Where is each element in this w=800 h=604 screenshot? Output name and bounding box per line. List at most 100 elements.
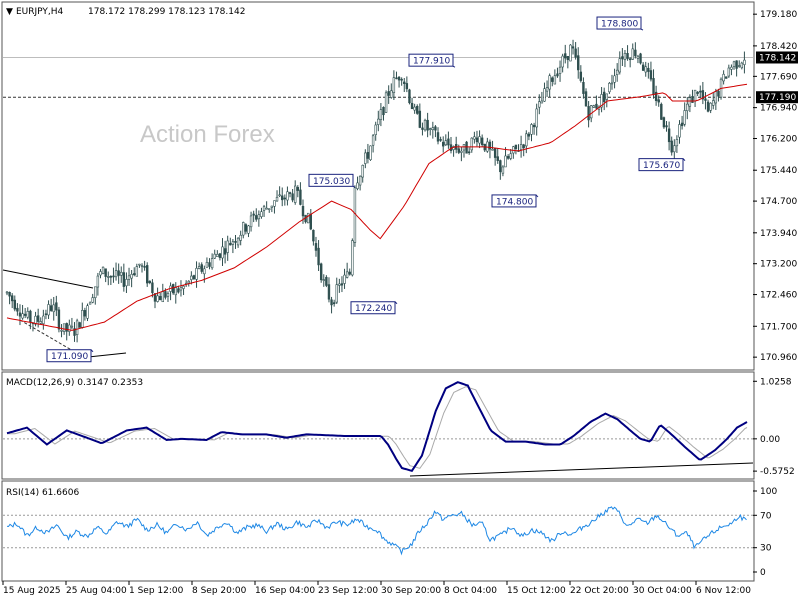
candle-body bbox=[561, 55, 564, 68]
candle-body bbox=[732, 61, 736, 67]
macd-tick-label: -0.5752 bbox=[760, 467, 795, 477]
candle-body bbox=[574, 48, 577, 58]
candle-body bbox=[429, 128, 432, 130]
candle-body bbox=[709, 102, 712, 111]
x-tick-label: 16 Sep 04:00 bbox=[255, 586, 315, 596]
candle-body bbox=[236, 237, 240, 246]
candle-body bbox=[403, 81, 406, 85]
rsi-axis: 100 70 30 0 bbox=[753, 487, 777, 578]
candle-body bbox=[387, 91, 390, 96]
candle-body bbox=[283, 197, 287, 200]
candle-body bbox=[8, 291, 11, 297]
candle-body bbox=[5, 291, 9, 294]
candle-body bbox=[26, 311, 29, 318]
candle-body bbox=[413, 106, 416, 111]
candle-body bbox=[582, 82, 585, 94]
candle-body bbox=[665, 125, 668, 128]
price-label-leader bbox=[352, 185, 356, 188]
candle-body bbox=[223, 248, 227, 255]
candle-body bbox=[174, 287, 177, 296]
candle-body bbox=[13, 299, 16, 310]
candle-body bbox=[725, 76, 728, 79]
candle-body bbox=[216, 254, 219, 257]
price-label-text: 171.090 bbox=[51, 352, 88, 362]
candle-body bbox=[348, 271, 351, 275]
candle-body bbox=[49, 305, 53, 311]
price-tick-label: 176.940 bbox=[760, 104, 797, 114]
candle-body bbox=[309, 214, 312, 230]
price-tick-label: 171.700 bbox=[760, 322, 797, 332]
candle-body bbox=[491, 148, 494, 151]
candle-body bbox=[688, 97, 692, 107]
rsi-tick-label: 70 bbox=[760, 511, 772, 521]
candle-body bbox=[654, 91, 658, 101]
candle-body bbox=[23, 313, 27, 316]
candle-body bbox=[530, 124, 533, 135]
candle-body bbox=[509, 153, 512, 159]
price-tick-label: 177.690 bbox=[760, 72, 797, 82]
candle-body bbox=[525, 133, 528, 147]
candle-body bbox=[548, 75, 551, 90]
candle-body bbox=[44, 313, 48, 316]
candle-body bbox=[166, 293, 170, 297]
candle-body bbox=[691, 96, 694, 103]
candle-body bbox=[306, 212, 310, 224]
candle-body bbox=[273, 200, 276, 207]
candle-body bbox=[735, 60, 738, 69]
candle-body bbox=[192, 275, 196, 280]
candle-body bbox=[740, 62, 744, 69]
candle-body bbox=[641, 64, 645, 71]
price-label-text: 177.910 bbox=[413, 57, 450, 67]
candle-body bbox=[618, 58, 621, 73]
candle-body bbox=[52, 304, 55, 313]
candle-body bbox=[683, 110, 686, 125]
macd-panel bbox=[1, 371, 755, 480]
candle-body bbox=[81, 310, 84, 328]
candle-body bbox=[499, 160, 502, 173]
candle-body bbox=[587, 106, 590, 121]
candle-body bbox=[255, 215, 258, 220]
price-label-box bbox=[491, 194, 537, 208]
candle-body bbox=[130, 273, 133, 279]
candle-body bbox=[42, 315, 45, 325]
candle-body bbox=[229, 243, 232, 246]
candle-body bbox=[649, 70, 653, 80]
candle-body bbox=[701, 90, 705, 100]
price-label-text: 178.800 bbox=[601, 20, 638, 30]
x-tick-label: 15 Oct 12:00 bbox=[507, 586, 566, 596]
candle-body bbox=[595, 103, 598, 109]
candle-body bbox=[662, 117, 666, 128]
candle-body bbox=[377, 118, 380, 125]
candle-body bbox=[335, 284, 338, 303]
candle-body bbox=[395, 77, 398, 80]
candle-body bbox=[195, 267, 198, 280]
price-label-box bbox=[46, 349, 92, 363]
candle-body bbox=[47, 304, 50, 316]
candle-body bbox=[275, 196, 279, 202]
candle-body bbox=[470, 137, 473, 151]
candle-body bbox=[231, 241, 235, 245]
candle-body bbox=[200, 264, 203, 272]
candle-body bbox=[234, 240, 237, 243]
price-label-leader bbox=[535, 194, 539, 198]
candle-body bbox=[532, 124, 536, 128]
candle-body bbox=[55, 302, 58, 311]
candle-body bbox=[270, 205, 274, 208]
candle-body bbox=[426, 119, 429, 131]
x-tick-label: 22 Oct 20:00 bbox=[570, 586, 629, 596]
price-tick-label: 176.200 bbox=[760, 135, 797, 145]
candle-body bbox=[299, 189, 302, 205]
candle-body bbox=[325, 276, 328, 286]
candle-body bbox=[104, 268, 107, 277]
moving-average-line bbox=[6, 83, 748, 331]
price-label-box bbox=[350, 301, 396, 315]
header-arrow-icon[interactable]: ▼ bbox=[6, 7, 13, 17]
candle-body bbox=[584, 91, 588, 107]
rsi-tick-label: 0 bbox=[760, 568, 766, 578]
rsi-line bbox=[6, 506, 747, 556]
price-labels-layer: 171.090 172.240 175.030 177.910 174.800 178.8… bbox=[46, 16, 686, 363]
price-label-text: 175.030 bbox=[313, 177, 350, 187]
candle-body bbox=[564, 53, 567, 59]
price-tick-label: 173.200 bbox=[760, 260, 797, 270]
candle-body bbox=[221, 246, 224, 259]
